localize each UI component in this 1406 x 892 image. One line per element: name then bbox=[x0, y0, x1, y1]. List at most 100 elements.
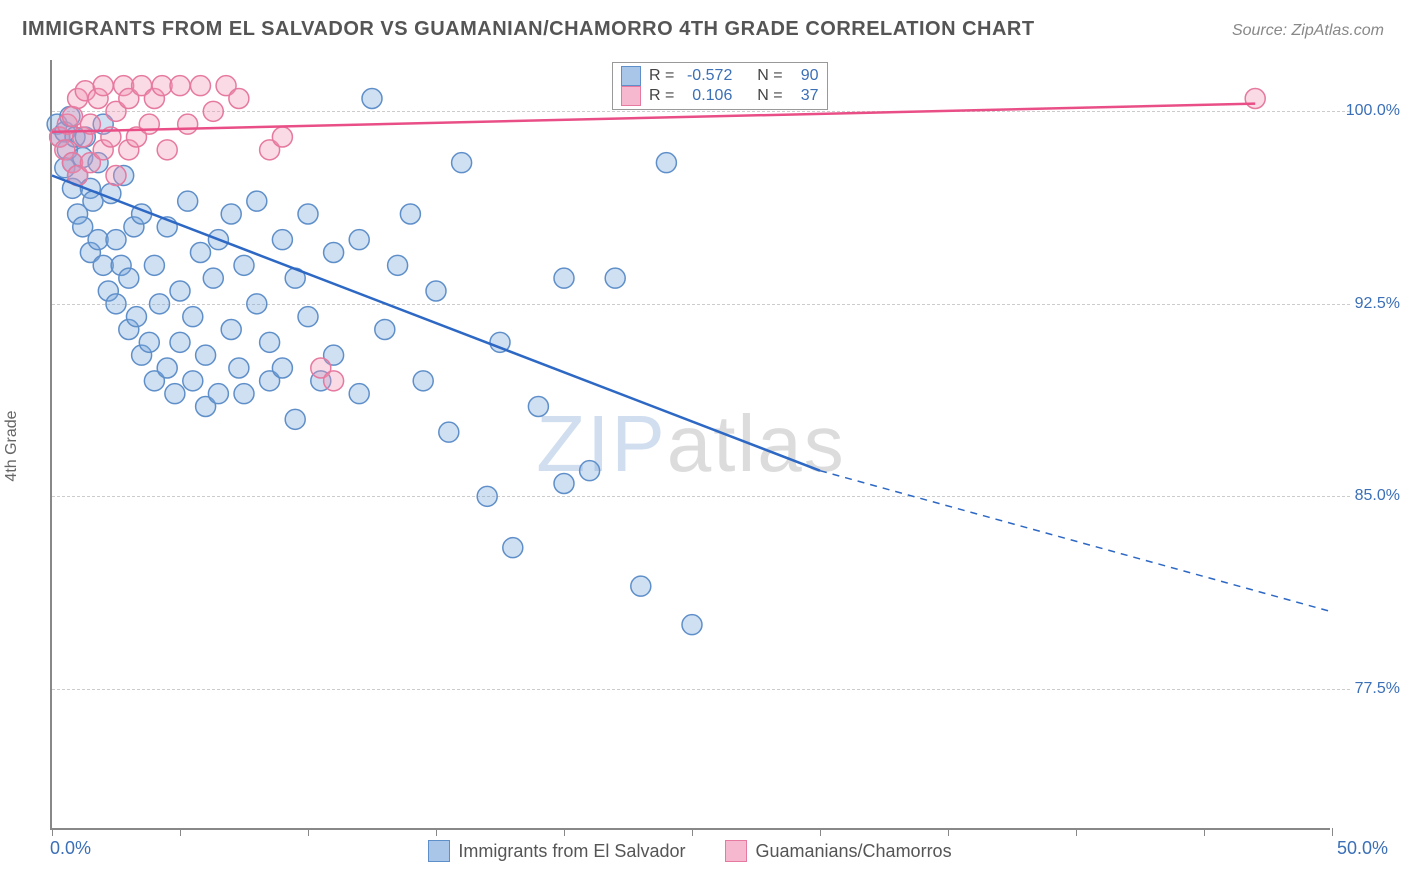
stat-n-value: 90 bbox=[791, 67, 819, 85]
data-point bbox=[190, 76, 210, 96]
plot-area: ZIPatlas R =-0.572 N =90R =0.106 N =37 1… bbox=[50, 60, 1330, 830]
legend-item: Immigrants from El Salvador bbox=[428, 840, 685, 862]
data-point bbox=[88, 230, 108, 250]
y-axis-label: 4th Grade bbox=[3, 410, 21, 481]
data-point bbox=[106, 230, 126, 250]
x-tick-mark bbox=[692, 828, 693, 836]
x-tick-mark bbox=[52, 828, 53, 836]
stat-r-value: -0.572 bbox=[682, 67, 732, 85]
regression-line-dashed bbox=[820, 471, 1332, 612]
data-point bbox=[196, 345, 216, 365]
data-point bbox=[324, 243, 344, 263]
data-point bbox=[183, 307, 203, 327]
x-tick-mark bbox=[564, 828, 565, 836]
data-point bbox=[528, 397, 548, 417]
legend-swatch-icon bbox=[428, 840, 450, 862]
chart-title: IMMIGRANTS FROM EL SALVADOR VS GUAMANIAN… bbox=[22, 18, 1035, 41]
x-tick-mark bbox=[308, 828, 309, 836]
data-point bbox=[139, 332, 159, 352]
data-point bbox=[349, 384, 369, 404]
stat-n-value: 37 bbox=[791, 87, 819, 105]
data-point bbox=[452, 153, 472, 173]
data-point bbox=[203, 268, 223, 288]
legend-swatch-icon bbox=[621, 66, 641, 86]
stat-r-label: R = bbox=[649, 67, 674, 85]
data-point bbox=[272, 127, 292, 147]
legend-swatch-icon bbox=[621, 86, 641, 106]
data-point bbox=[106, 294, 126, 314]
data-point bbox=[178, 191, 198, 211]
data-point bbox=[221, 204, 241, 224]
x-tick-mark bbox=[180, 828, 181, 836]
data-point bbox=[170, 76, 190, 96]
legend-label: Guamanians/Chamorros bbox=[755, 841, 951, 862]
legend-item: Guamanians/Chamorros bbox=[725, 840, 951, 862]
data-point bbox=[170, 332, 190, 352]
stat-row: R = 0.106 N = 37 bbox=[621, 86, 819, 106]
data-point bbox=[203, 101, 223, 121]
y-tick-label: 100.0% bbox=[1340, 102, 1400, 120]
source-label: Source: ZipAtlas.com bbox=[1232, 22, 1384, 40]
x-tick-mark bbox=[1204, 828, 1205, 836]
data-point bbox=[234, 255, 254, 275]
data-point bbox=[157, 140, 177, 160]
y-tick-label: 92.5% bbox=[1340, 295, 1400, 313]
data-point bbox=[183, 371, 203, 391]
chart-svg bbox=[52, 60, 1330, 828]
data-point bbox=[93, 255, 113, 275]
data-point bbox=[439, 422, 459, 442]
legend-label: Immigrants from El Salvador bbox=[458, 841, 685, 862]
data-point bbox=[190, 243, 210, 263]
x-tick-mark bbox=[1332, 828, 1333, 836]
data-point bbox=[682, 615, 702, 635]
data-point bbox=[119, 268, 139, 288]
data-point bbox=[139, 114, 159, 134]
data-point bbox=[554, 474, 574, 494]
data-point bbox=[126, 307, 146, 327]
data-point bbox=[349, 230, 369, 250]
data-point bbox=[62, 106, 82, 126]
stat-n-label: N = bbox=[757, 87, 782, 105]
data-point bbox=[426, 281, 446, 301]
data-point bbox=[375, 320, 395, 340]
data-point bbox=[656, 153, 676, 173]
data-point bbox=[150, 294, 170, 314]
x-axis-end-label: 50.0% bbox=[1337, 838, 1388, 859]
data-point bbox=[298, 307, 318, 327]
data-point bbox=[580, 461, 600, 481]
data-point bbox=[1245, 89, 1265, 109]
data-point bbox=[477, 486, 497, 506]
legend-swatch-icon bbox=[725, 840, 747, 862]
x-tick-mark bbox=[820, 828, 821, 836]
data-point bbox=[298, 204, 318, 224]
data-point bbox=[260, 332, 280, 352]
data-point bbox=[234, 384, 254, 404]
data-point bbox=[272, 230, 292, 250]
data-point bbox=[170, 281, 190, 301]
x-tick-mark bbox=[948, 828, 949, 836]
header: IMMIGRANTS FROM EL SALVADOR VS GUAMANIAN… bbox=[22, 18, 1384, 41]
data-point bbox=[93, 76, 113, 96]
data-point bbox=[229, 89, 249, 109]
data-point bbox=[503, 538, 523, 558]
x-tick-mark bbox=[1076, 828, 1077, 836]
data-point bbox=[400, 204, 420, 224]
data-point bbox=[144, 255, 164, 275]
y-tick-label: 77.5% bbox=[1340, 680, 1400, 698]
data-point bbox=[413, 371, 433, 391]
y-tick-label: 85.0% bbox=[1340, 487, 1400, 505]
data-point bbox=[272, 358, 292, 378]
data-point bbox=[285, 409, 305, 429]
data-point bbox=[388, 255, 408, 275]
stat-r-label: R = bbox=[649, 87, 674, 105]
stat-r-value: 0.106 bbox=[682, 87, 732, 105]
data-point bbox=[229, 358, 249, 378]
stat-box: R = -0.572 N = 90R = 0.106 N = 37 bbox=[612, 62, 828, 110]
data-point bbox=[178, 114, 198, 134]
data-point bbox=[605, 268, 625, 288]
data-point bbox=[247, 191, 267, 211]
data-point bbox=[247, 294, 267, 314]
x-tick-mark bbox=[436, 828, 437, 836]
data-point bbox=[157, 358, 177, 378]
stat-row: R =-0.572 N =90 bbox=[621, 66, 819, 86]
